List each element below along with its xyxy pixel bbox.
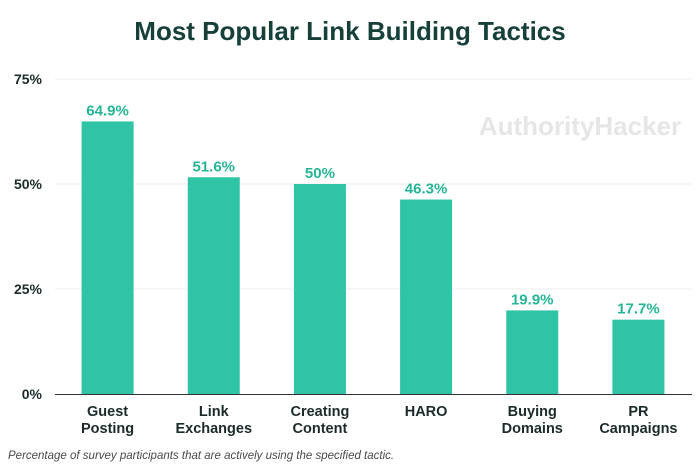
x-axis-ticks: Guest Posting Link Exchanges Creating Content… [81, 404, 678, 437]
bar [612, 319, 665, 394]
x-tick-label: Creating Content [291, 404, 350, 437]
bar [293, 184, 346, 394]
y-tick-label: 25% [14, 281, 43, 297]
data-labels: 64.9% 51.6% 50% 46.3% 19.9% 17.7% [86, 102, 659, 317]
bar [187, 177, 240, 394]
y-tick-label: 75% [14, 71, 43, 87]
y-tick-label: 50% [14, 176, 43, 192]
data-label: 64.9% [86, 102, 129, 119]
bar [506, 310, 559, 394]
bars [81, 121, 665, 395]
x-tick-label: Link Exchanges [175, 404, 252, 437]
bar [81, 121, 134, 395]
x-tick-label: PR Campaigns [599, 404, 677, 437]
x-tick-label: HARO [405, 404, 448, 420]
data-label: 17.7% [617, 301, 660, 318]
y-tick-label: 0% [22, 386, 43, 402]
y-axis-ticks: 0% 25% 50% 75% [14, 71, 43, 402]
footnote: Percentage of survey participants that a… [8, 450, 394, 462]
data-label: 46.3% [405, 181, 448, 198]
data-label: 50% [305, 165, 335, 182]
data-label: 19.9% [511, 291, 554, 308]
x-tick-label: Buying Domains [502, 404, 563, 437]
bar [400, 199, 453, 394]
gridlines [55, 78, 692, 290]
chart-title: Most Popular Link Building Tactics [134, 16, 565, 46]
watermark-logo: AuthorityHacker [479, 111, 681, 141]
data-label: 51.6% [192, 158, 235, 175]
x-tick-label: Guest Posting [81, 404, 134, 437]
